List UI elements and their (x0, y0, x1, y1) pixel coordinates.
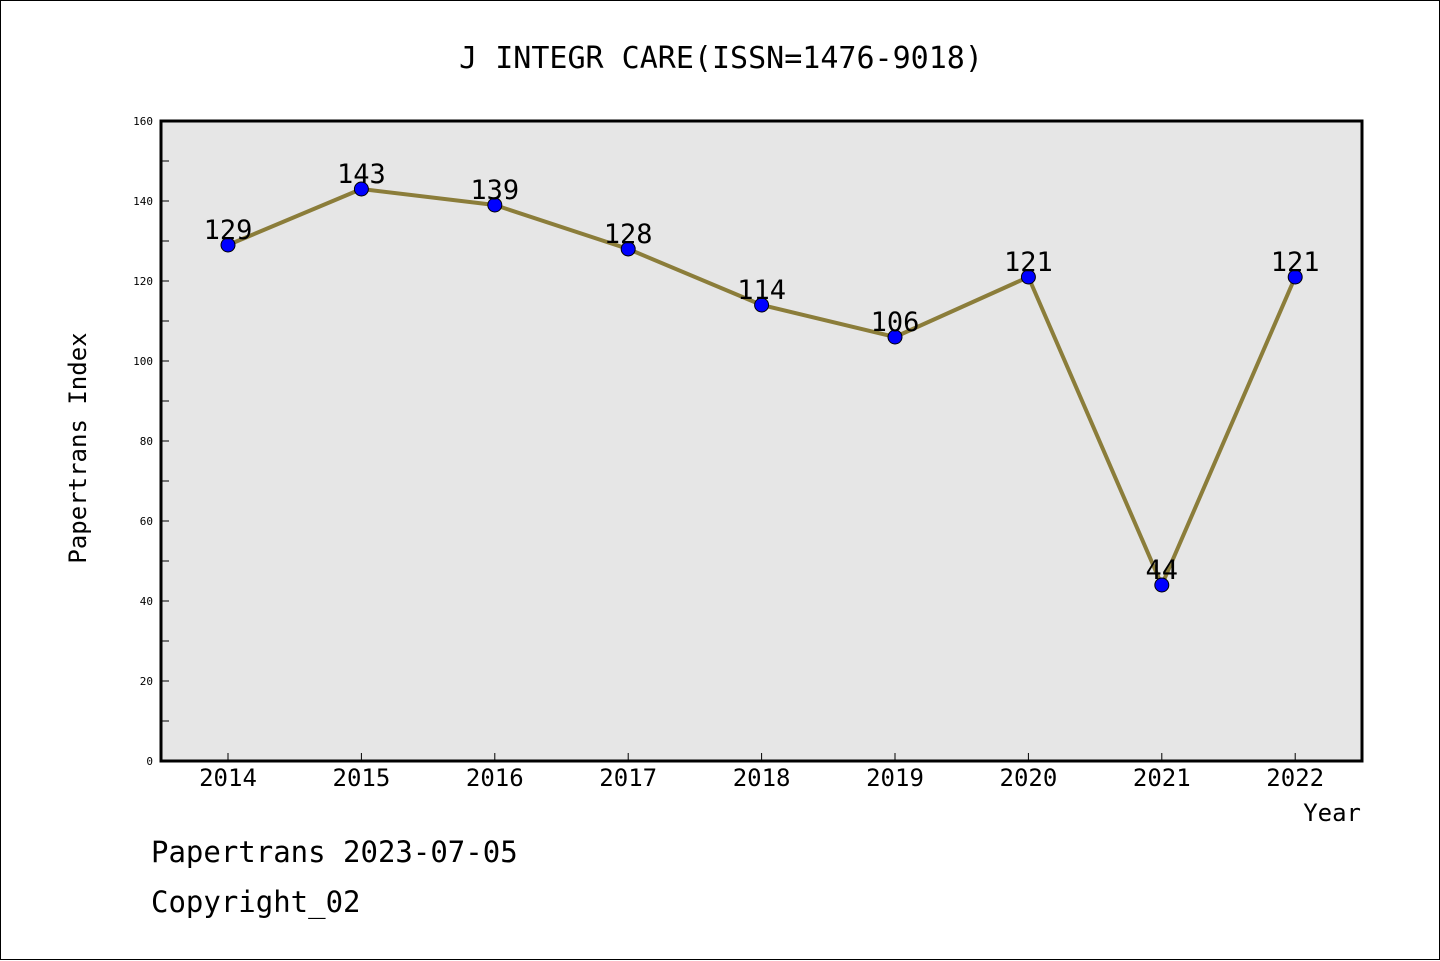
data-point (1154, 577, 1170, 593)
data-label: 106 (871, 307, 920, 338)
y-tick-label: 0 (146, 755, 153, 768)
x-tick-label: 2015 (333, 764, 391, 792)
data-label: 129 (204, 215, 253, 246)
footer-copyright: Copyright_02 (151, 885, 361, 919)
data-point (1287, 269, 1303, 285)
y-tick-label: 100 (133, 355, 153, 368)
x-tick-label: 2018 (733, 764, 791, 792)
y-tick-label: 120 (133, 275, 153, 288)
y-tick-label: 80 (140, 435, 153, 448)
data-series: 129 143 139 128 114 106 121 44 121 (204, 159, 1320, 593)
y-tick-label: 160 (133, 115, 153, 128)
y-tick-label: 140 (133, 195, 153, 208)
data-point (487, 197, 503, 213)
data-label: 44 (1146, 555, 1179, 586)
x-tick-label: 2022 (1266, 764, 1324, 792)
x-tick-label: 2014 (199, 764, 257, 792)
data-point (353, 181, 369, 197)
chart-title: J INTEGR CARE(ISSN=1476-9018) (459, 41, 983, 76)
data-point (620, 241, 636, 257)
x-tick-label: 2019 (866, 764, 924, 792)
data-label: 139 (470, 175, 519, 206)
data-point (887, 329, 903, 345)
data-point (220, 237, 236, 253)
y-tick-label: 20 (140, 675, 153, 688)
x-tick-label: 2017 (599, 764, 657, 792)
plot-area (159, 119, 1364, 763)
data-label: 121 (1004, 247, 1053, 278)
y-axis: 0 20 40 60 80 100 120 140 160 (133, 115, 169, 768)
x-tick-label: 2021 (1133, 764, 1191, 792)
data-label: 143 (337, 159, 386, 190)
data-point (754, 297, 770, 313)
data-label: 128 (604, 219, 653, 250)
x-tick-label: 2020 (1000, 764, 1058, 792)
y-tick-label: 40 (140, 595, 153, 608)
x-tick-label: 2016 (466, 764, 524, 792)
y-tick-label: 60 (140, 515, 153, 528)
y-axis-label: Papertrans Index (64, 332, 92, 563)
data-label: 121 (1271, 247, 1320, 278)
data-point (1020, 269, 1036, 285)
data-label: 114 (737, 275, 786, 306)
x-axis: 2014 2015 2016 2017 2018 2019 2020 2021 2022 (199, 753, 1324, 792)
footer-date: Papertrans 2023-07-05 (151, 835, 518, 869)
x-axis-label: Year (1303, 799, 1361, 827)
